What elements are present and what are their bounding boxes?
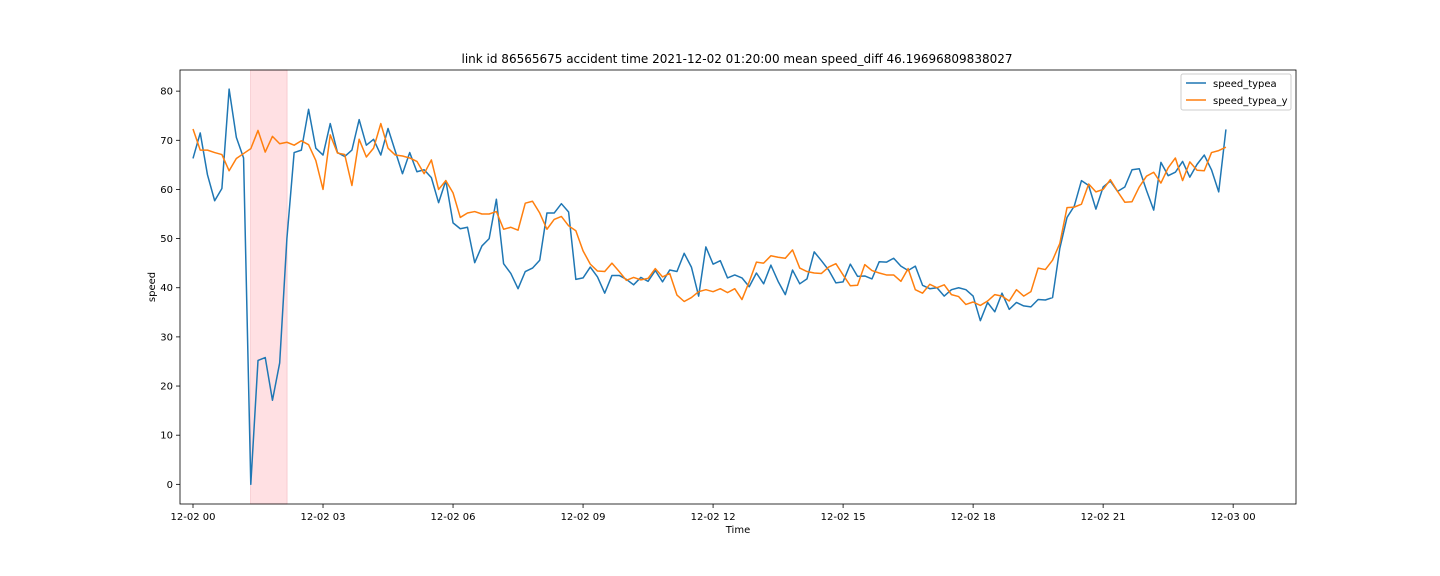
y-axis-ticks: 0 10 20 30 40 50 60 70 80 xyxy=(160,87,180,491)
y-tick-label: 70 xyxy=(160,136,173,147)
series-line-speed-typea-y xyxy=(192,122,1227,307)
accident-highlight-span xyxy=(250,69,288,505)
chart-title: link id 86565675 accident time 2021-12-0… xyxy=(462,52,1013,66)
axes-frame xyxy=(179,69,1297,505)
x-axis-label: Time xyxy=(725,525,750,536)
x-axis-ticks: 12-02 00 12-02 03 12-02 06 12-02 09 12-02 12… xyxy=(171,504,1256,523)
y-tick-label: 20 xyxy=(160,382,173,393)
x-tick-label: 12-02 03 xyxy=(301,512,346,523)
x-tick-label: 12-02 12 xyxy=(691,512,736,523)
x-tick-label: 12-02 18 xyxy=(951,512,996,523)
series-layer xyxy=(192,88,1227,486)
legend-box xyxy=(1180,73,1292,111)
plot-area xyxy=(180,70,1296,504)
y-tick-label: 30 xyxy=(160,332,173,343)
legend-label-speed-typea: speed_typea xyxy=(1213,79,1277,90)
y-tick-label: 80 xyxy=(160,87,173,98)
series-line-speed-typea xyxy=(192,88,1227,486)
y-tick-label: 40 xyxy=(160,283,173,294)
y-tick-label: 60 xyxy=(160,185,173,196)
x-tick-label: 12-02 00 xyxy=(171,512,216,523)
y-tick-label: 10 xyxy=(160,431,173,442)
y-axis-label: speed xyxy=(147,272,158,302)
legend-label-speed-typea-y: speed_typea_y xyxy=(1213,96,1288,107)
x-tick-label: 12-03 00 xyxy=(1211,512,1256,523)
x-tick-label: 12-02 15 xyxy=(821,512,866,523)
y-tick-label: 0 xyxy=(167,480,173,491)
x-tick-label: 12-02 09 xyxy=(561,512,606,523)
x-tick-label: 12-02 21 xyxy=(1081,512,1126,523)
legend: speed_typea speed_typea_y xyxy=(1180,73,1292,111)
x-tick-label: 12-02 06 xyxy=(431,512,476,523)
y-tick-label: 50 xyxy=(160,234,173,245)
axes-border xyxy=(179,69,1297,505)
accident-highlight-layer xyxy=(250,69,288,505)
plot-background xyxy=(180,70,1296,504)
